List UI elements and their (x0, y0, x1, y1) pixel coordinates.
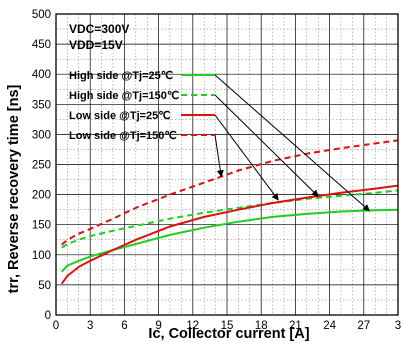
pointer-arrow-1 (214, 74, 371, 212)
y-tick-label: 0 (45, 310, 51, 322)
x-tick-label: 21 (289, 320, 302, 332)
y-tick-label: 200 (32, 190, 51, 202)
x-tick-label: 3 (395, 320, 401, 332)
legend-label-1: High side @Tj=25℃ (69, 70, 173, 82)
legend-label-3: Low side @Tj=25℃ (69, 110, 171, 122)
x-tick-label: 12 (186, 320, 199, 332)
y-axis-label: trr, Reverse recovery time [ns] (6, 84, 22, 293)
series-line-1 (60, 208, 399, 273)
pointer-arrow-3 (214, 114, 279, 201)
plot-frame (55, 13, 399, 316)
condition-vdd: VDD=15V (69, 38, 123, 52)
legend-pointer-arrows (214, 74, 371, 212)
y-tick-label: 300 (32, 129, 51, 141)
legend: High side @Tj=25℃ High side @Tj=150℃ Low s… (69, 70, 215, 142)
tick-labels: 0 50 100 150 200 250 300 350 400 450 500 0 3 6 9 12 15 18… (32, 9, 401, 332)
y-tick-label: 50 (38, 280, 51, 292)
x-tick-label: 6 (121, 320, 127, 332)
y-tick-label: 100 (32, 250, 51, 262)
y-tick-label: 400 (32, 69, 51, 81)
pointer-arrow-2 (214, 94, 319, 197)
series-line-2 (61, 189, 399, 249)
series-line-4 (61, 139, 399, 246)
series-line-3 (60, 184, 399, 285)
x-tick-label: 24 (323, 320, 336, 332)
y-tick-label: 500 (32, 9, 51, 21)
y-tick-label: 150 (32, 220, 51, 232)
x-axis-label: Ic, Collector current [A] (148, 326, 309, 342)
condition-vdc: VDC=300V (69, 22, 129, 36)
x-tick-label: 15 (221, 320, 234, 332)
x-tick-label: 9 (155, 320, 161, 332)
x-tick-label: 27 (357, 320, 370, 332)
pointer-arrow-4 (214, 134, 224, 178)
x-tick-label: 3 (87, 320, 93, 332)
legend-label-2: High side @Tj=150℃ (69, 90, 179, 102)
y-tick-label: 250 (32, 160, 51, 172)
x-tick-label: 0 (53, 320, 59, 332)
x-tick-label: 18 (255, 320, 268, 332)
legend-label-4: Low side @Tj=150℃ (69, 130, 177, 142)
series-layer (60, 139, 399, 285)
y-tick-label: 450 (32, 39, 51, 51)
y-tick-label: 350 (32, 99, 51, 111)
